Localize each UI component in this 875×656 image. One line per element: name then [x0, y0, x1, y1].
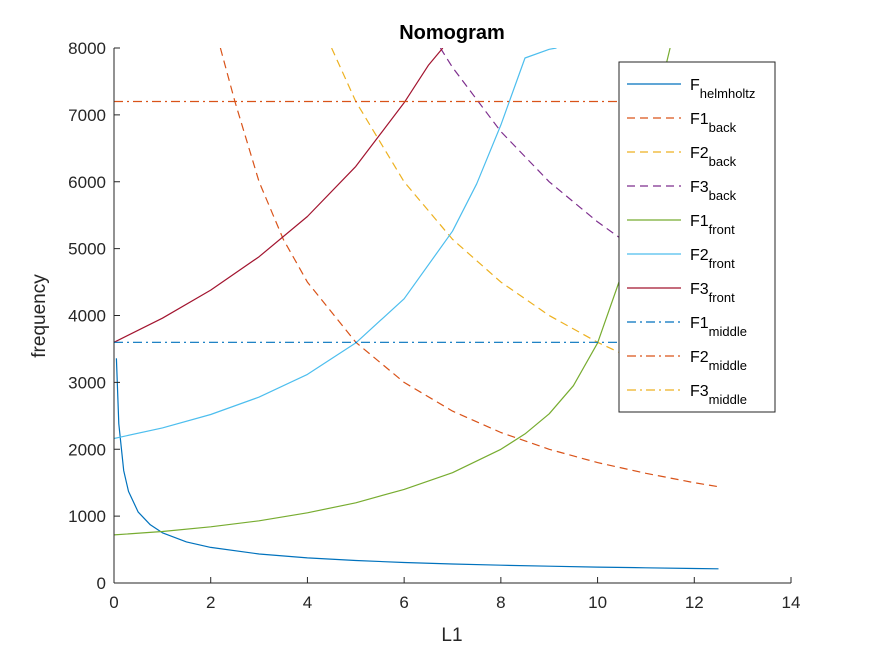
series-line-f3-front: [114, 48, 444, 343]
y-tick-label: 6000: [68, 173, 106, 192]
legend-entry-name: F3: [690, 383, 709, 400]
legend-entry-subscript: helmholtz: [700, 86, 756, 101]
x-tick-label: 2: [206, 593, 215, 612]
y-tick-label: 0: [97, 574, 106, 593]
legend-entry-name: F1: [690, 213, 709, 230]
legend-entry: F1back: [690, 111, 737, 135]
legend-entry-name: F1: [690, 315, 709, 332]
legend-box: [618, 61, 776, 413]
legend-entry-subscript: back: [709, 188, 737, 203]
legend-entry: F2front: [690, 247, 735, 271]
legend-entry-name: F3: [690, 179, 709, 196]
legend-entry: F2back: [690, 145, 737, 169]
series-line-f-helmholtz: [115, 358, 719, 570]
legend-entry-subscript: middle: [709, 392, 747, 407]
legend-entry-name: F3: [690, 281, 709, 298]
series-line-f1-front: [114, 48, 671, 536]
legend-entry-subscript: front: [709, 222, 735, 237]
legend-entry-name: F2: [690, 247, 709, 264]
y-tick-label: 1000: [68, 507, 106, 526]
series-line-f1-back: [219, 48, 719, 488]
x-tick-label: 12: [685, 593, 704, 612]
series-line-f2-back: [331, 48, 623, 355]
legend-entry: F2middle: [690, 349, 747, 373]
legend-entry: F1middle: [690, 315, 747, 339]
legend-entry: F3back: [690, 179, 737, 203]
x-tick-label: 0: [109, 593, 118, 612]
y-tick-label: 3000: [68, 373, 106, 392]
legend-entry-subscript: front: [709, 256, 735, 271]
axes-layer: 0 2 4 6 8 10 12 14 0 1000 2000 3000 4000 5000 6000 7000…: [68, 39, 800, 612]
legend-entry-subscript: front: [709, 290, 735, 305]
legend-entry: F1front: [690, 213, 735, 237]
series-line-f3-back: [439, 48, 623, 240]
series-line-f2-front: [114, 48, 557, 440]
chart-title: Nomogram: [399, 22, 505, 44]
y-tick-label: 2000: [68, 440, 106, 459]
y-tick-label: 5000: [68, 240, 106, 259]
x-tick-label: 14: [782, 593, 801, 612]
legend-entry-subscript: middle: [709, 358, 747, 373]
x-axis-title: L1: [441, 625, 462, 646]
legend-entry-name: F1: [690, 111, 709, 128]
y-tick-label: 4000: [68, 307, 106, 326]
legend-entry: F3middle: [690, 383, 747, 407]
x-tick-label: 6: [399, 593, 408, 612]
legend-entry: Fhelmholtz: [690, 77, 755, 101]
legend-entry-name: F2: [690, 145, 709, 162]
x-tick-label: 10: [588, 593, 607, 612]
x-tick-label: 8: [496, 593, 505, 612]
legend-entry-subscript: middle: [709, 324, 747, 339]
legend: FhelmholtzF1backF2backF3backF1frontF2fro…: [618, 61, 776, 413]
legend-entry-subscript: back: [709, 120, 737, 135]
y-tick-label: 7000: [68, 106, 106, 125]
y-tick-label: 8000: [68, 39, 106, 58]
legend-entry-name: F: [690, 77, 700, 94]
legend-entry-subscript: back: [709, 154, 737, 169]
legend-entry: F3front: [690, 281, 735, 305]
x-tick-label: 4: [303, 593, 312, 612]
y-axis-title: frequency: [29, 274, 50, 358]
series-layer: [114, 48, 719, 570]
legend-entry-name: F2: [690, 349, 709, 366]
